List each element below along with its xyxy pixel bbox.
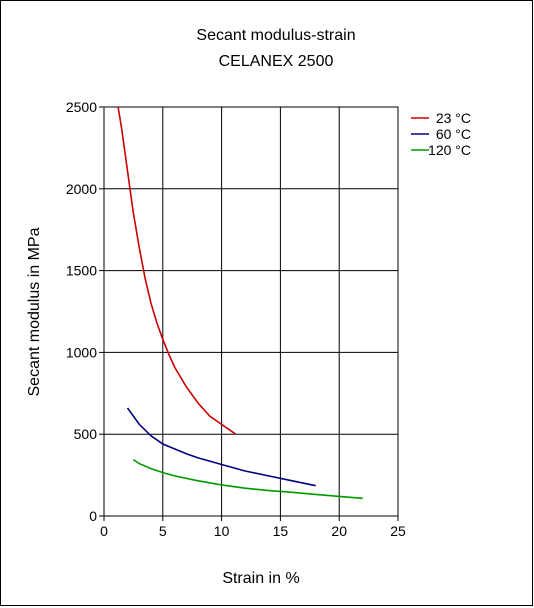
x-tick-label: 5: [159, 523, 167, 539]
series-line-3: [132, 458, 363, 500]
chart-title-line-2: CELANEX 2500: [219, 53, 334, 70]
series-line-2: [126, 407, 316, 487]
x-tick-label: 10: [214, 523, 230, 539]
plot-area: [104, 107, 398, 516]
y-tick-label: 500: [74, 426, 98, 442]
legend-label: 120 °C: [428, 142, 471, 158]
legend-label: 23 °C: [436, 110, 471, 126]
x-tick-label: 0: [100, 523, 108, 539]
y-axis-ticks: 0 500 1000 1500 2000 2500: [66, 99, 104, 524]
x-axis-label: Strain in %: [222, 570, 299, 587]
legend-label: 60 °C: [436, 126, 471, 142]
y-tick-label: 0: [89, 508, 97, 524]
y-axis-label: Secant modulus in MPa: [26, 227, 43, 396]
series-lines: [117, 106, 363, 500]
x-axis-ticks: 0 5 10 15 20 25: [100, 516, 406, 539]
y-tick-label: 1500: [66, 263, 97, 279]
chart-title-line-1: Secant modulus-strain: [196, 27, 355, 44]
x-tick-label: 25: [390, 523, 406, 539]
series-line-1: [117, 106, 237, 435]
plot-border: [103, 106, 399, 517]
y-tick-label: 2500: [66, 99, 97, 115]
x-tick-label: 15: [273, 523, 289, 539]
y-tick-label: 1000: [66, 344, 97, 360]
grid: [104, 107, 398, 516]
y-tick-label: 2000: [66, 181, 97, 197]
x-tick-label: 20: [331, 523, 347, 539]
